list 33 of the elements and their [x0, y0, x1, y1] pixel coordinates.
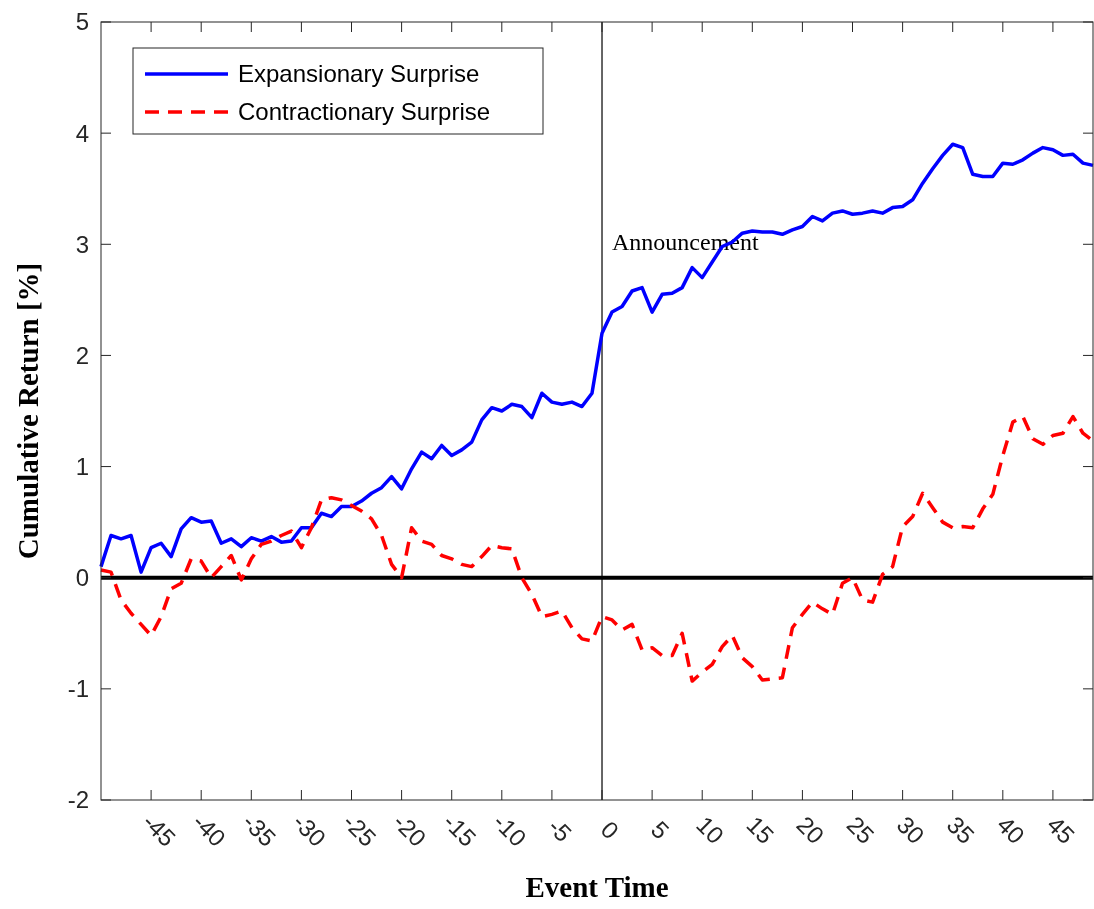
y-tick-label: 1 — [75, 452, 89, 480]
x-tick-label: 10 — [691, 810, 730, 849]
y-tick-label: 4 — [75, 119, 89, 147]
y-tick-label: 5 — [75, 8, 89, 36]
x-tick-label: 5 — [645, 815, 675, 845]
x-tick-label: -5 — [542, 812, 578, 848]
x-tick-label: -10 — [488, 808, 532, 852]
y-tick-label: 3 — [75, 230, 89, 258]
y-tick-label: 2 — [75, 341, 89, 369]
y-axis-title: Cumulative Return [%] — [12, 262, 44, 560]
x-tick-label: 20 — [791, 810, 830, 849]
x-tick-label: 30 — [891, 810, 930, 849]
x-tick-label: -30 — [287, 808, 332, 852]
x-tick-label: 15 — [741, 810, 780, 849]
line-series — [99, 414, 1094, 683]
x-tick-label: -35 — [237, 808, 282, 852]
x-tick-label: -25 — [337, 808, 382, 852]
y-tick-label: 0 — [75, 564, 89, 592]
y-tick-label: -1 — [67, 675, 89, 703]
x-tick-label: 40 — [991, 810, 1030, 849]
legend-label: Expansionary Surprise — [238, 60, 480, 88]
x-tick-label: -15 — [437, 808, 482, 852]
legend-label: Contractionary Surprise — [238, 98, 491, 126]
y-tick-label: -2 — [67, 786, 89, 814]
x-tick-label: -45 — [137, 808, 181, 852]
line-series — [99, 142, 1094, 574]
x-tick-label: -20 — [387, 808, 432, 852]
x-tick-label: -40 — [187, 808, 232, 852]
x-tick-label: 45 — [1042, 810, 1080, 849]
x-tick-label: 35 — [941, 810, 980, 849]
x-tick-label: 0 — [595, 815, 625, 845]
x-tick-label: 25 — [841, 810, 880, 849]
x-axis-title: Event Time — [525, 871, 669, 903]
